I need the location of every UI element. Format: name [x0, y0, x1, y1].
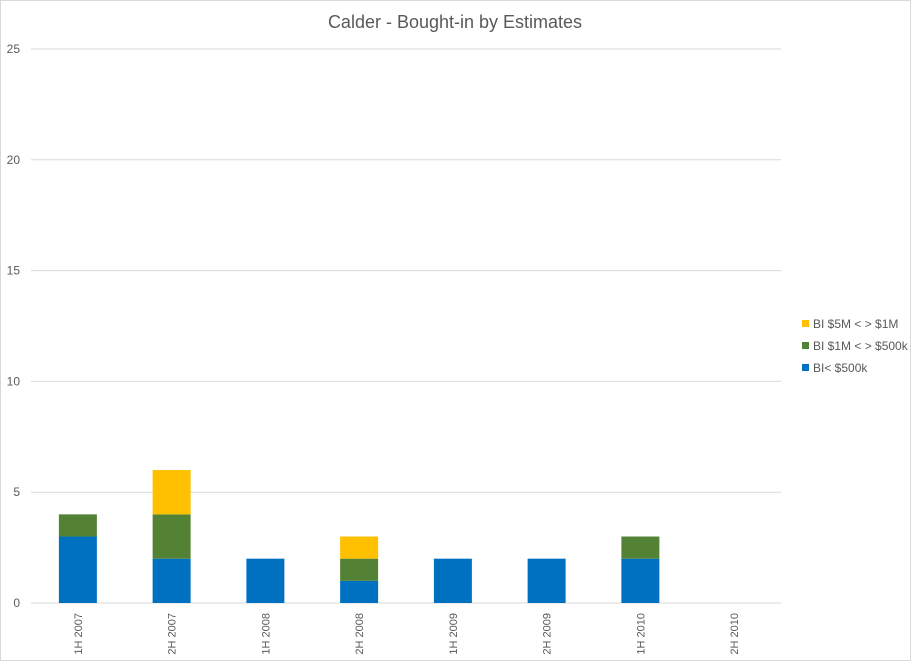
chart-title: Calder - Bought-in by Estimates: [328, 12, 582, 32]
x-tick-label: 1H 2007: [73, 613, 85, 655]
bar-segment: [621, 536, 660, 559]
bar-segment: [621, 558, 660, 603]
legend-label: BI< $500k: [813, 361, 868, 375]
y-tick-label: 0: [13, 596, 20, 610]
y-tick-label: 20: [7, 153, 21, 167]
y-axis-ticks: 0 5 10 15 20 25: [7, 42, 21, 610]
bar-segment: [340, 536, 379, 559]
bar-segment: [58, 514, 97, 537]
x-tick-label: 1H 2009: [448, 613, 460, 655]
x-tick-label: 2H 2008: [354, 613, 366, 655]
gridlines: [31, 48, 781, 604]
y-tick-label: 10: [7, 374, 21, 388]
y-tick-label: 5: [13, 485, 20, 499]
bar-segment: [152, 558, 191, 603]
legend-label: BI $1M < > $500k: [813, 339, 909, 353]
bar-segment: [152, 470, 191, 515]
legend-label: BI $5M < > $1M: [813, 317, 898, 331]
legend: BI $5M < > $1M BI $1M < > $500k BI< $500k: [802, 317, 909, 375]
bar-segment: [58, 536, 97, 603]
legend-swatch: [802, 342, 809, 349]
bar-segment: [527, 558, 566, 603]
x-tick-label: 2H 2007: [167, 613, 179, 655]
x-axis-ticks: 1H 2007 2H 2007 1H 2008 2H 2008 1H 2009 2H 20…: [73, 613, 741, 655]
y-tick-label: 25: [7, 42, 21, 56]
x-tick-label: 2H 2010: [729, 613, 741, 655]
x-tick-label: 2H 2009: [542, 613, 554, 655]
y-tick-label: 15: [7, 264, 21, 278]
legend-swatch: [802, 364, 809, 371]
bar-segment: [152, 514, 191, 559]
x-tick-label: 1H 2010: [635, 613, 647, 655]
bar-segment: [246, 558, 285, 603]
bar-segment: [433, 558, 472, 603]
bar-segment: [340, 580, 379, 603]
bar-segment: [340, 558, 379, 581]
x-tick-label: 1H 2008: [260, 613, 272, 655]
legend-swatch: [802, 320, 809, 327]
bars: [58, 470, 660, 603]
